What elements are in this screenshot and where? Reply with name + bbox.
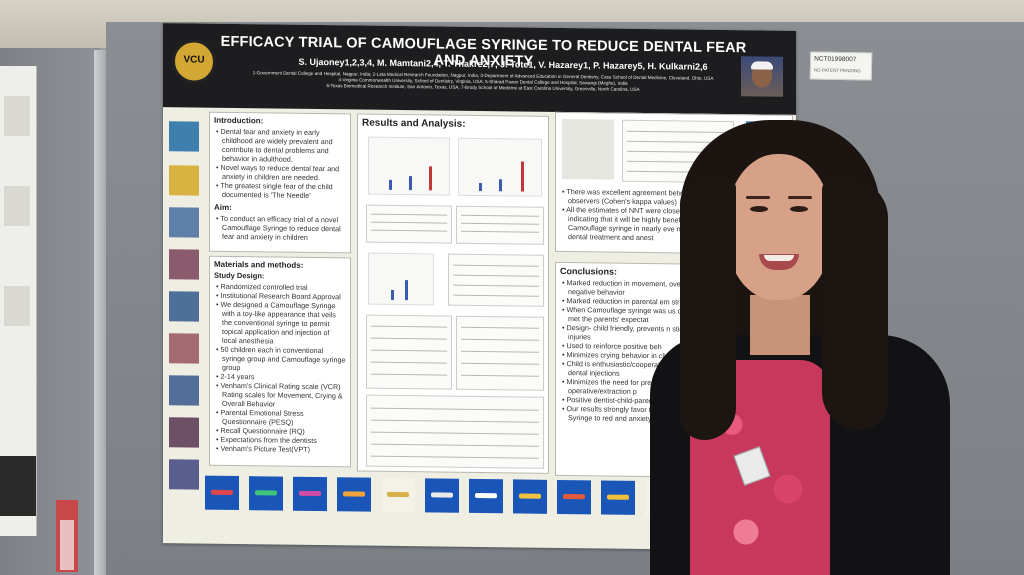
registration-badge: NCT01998007 NO PATENT PENDING [809, 51, 873, 81]
thumbnail-photo [169, 333, 199, 364]
results-table [456, 315, 544, 391]
results-heading: Results and Analysis: [362, 117, 466, 130]
results-graph [458, 137, 542, 197]
thumbnail-photo [169, 249, 199, 280]
graph-bar [521, 161, 524, 192]
adjacent-poster [0, 66, 37, 536]
child-cap [751, 61, 773, 70]
methods-heading: Materials and methods: [214, 259, 304, 270]
introduction-bullet: The greatest single fear of the child do… [214, 181, 346, 201]
results-table [366, 204, 452, 244]
red-sign-label [60, 520, 74, 570]
graph-bar [499, 179, 502, 192]
thumbnail-photo [169, 121, 199, 152]
introduction-panel: Introduction: Dental fear and anxiety in… [209, 111, 351, 254]
introduction-bullet: Dental fear and anxiety in early childho… [214, 127, 346, 165]
adjacent-poster-dark-block [0, 456, 36, 516]
poster-affiliations: 1-Government Dental College and Hospital… [233, 70, 733, 95]
poster-header: VCU EFFICACY TRIAL OF CAMOUFLAGE SYRINGE… [163, 23, 796, 115]
methods-bullet: 50 children each in conventional syringe… [214, 345, 346, 374]
board-post [94, 50, 108, 575]
aim-bullet: To conduct an efficacy trial of a novel … [214, 214, 346, 243]
adjacent-poster-block [4, 186, 30, 226]
results-table [366, 314, 452, 390]
methods-bullet: Parental Emotional Stress Questionnaire … [214, 408, 346, 428]
introduction-bullet: Novel ways to reduce dental fear and anx… [214, 163, 346, 183]
teeth [764, 255, 794, 261]
thumbnail-photo [169, 165, 199, 196]
thumbnail-photo [169, 291, 199, 322]
adjacent-poster-block [4, 286, 30, 326]
eyebrow [746, 196, 770, 199]
graph-bar [389, 179, 392, 190]
hair-right [822, 180, 888, 430]
results-graph [368, 136, 450, 196]
thumbnail-photo [169, 375, 199, 406]
eye [750, 206, 768, 212]
hair-left [680, 180, 736, 440]
graph-bar [429, 166, 432, 191]
results-table [366, 394, 544, 469]
badge-line-1: NCT01998007 [814, 55, 857, 64]
eye [790, 206, 808, 212]
eyebrow [788, 196, 812, 199]
methods-panel: Materials and methods: Study Design: Ran… [209, 255, 351, 468]
child-photo [741, 56, 783, 97]
graph-bar [479, 182, 482, 192]
graph-bar [409, 176, 412, 191]
graph-bar [391, 289, 394, 300]
methods-subheading: Study Design: [214, 270, 265, 281]
results-graph [368, 252, 434, 306]
aim-heading: Aim: [214, 202, 232, 212]
vcu-logo: VCU [172, 39, 216, 84]
methods-bullet: Venham's Picture Test(VPT) [214, 444, 346, 455]
face-scale-image [562, 119, 614, 180]
results-table [448, 253, 544, 307]
face [726, 154, 832, 300]
results-table [456, 205, 544, 245]
neck [750, 295, 810, 355]
badge-line-2: NO PATENT PENDING [813, 67, 861, 74]
results-panel: Results and Analysis: [357, 113, 549, 474]
methods-bullet: We designed a Camouflage Syringe with a … [214, 300, 346, 347]
thumbnail-photo [169, 417, 199, 448]
presenter-woman [640, 120, 960, 575]
adjacent-poster-block [4, 96, 30, 136]
graph-bar [405, 280, 408, 301]
introduction-heading: Introduction: [214, 115, 264, 126]
thumbnail-photo [169, 207, 199, 238]
methods-bullet: Venham's Clinical Rating scale (VCR) Rat… [214, 381, 346, 410]
logo-text: VCU [183, 54, 205, 66]
